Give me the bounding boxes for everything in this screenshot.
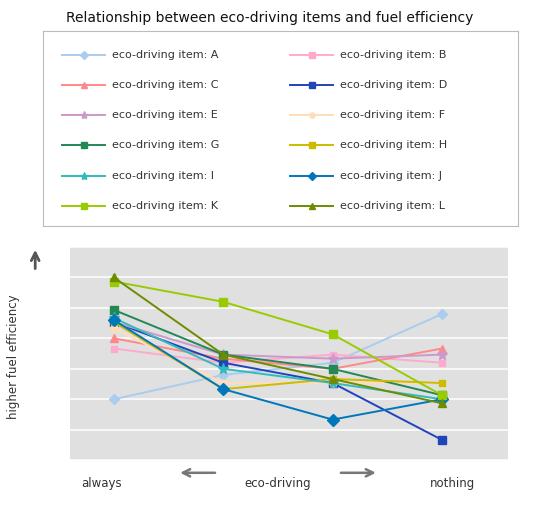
Text: eco-driving item: E: eco-driving item: E [112,110,218,120]
Text: eco-driving item: B: eco-driving item: B [340,49,447,60]
Text: eco-driving item: I: eco-driving item: I [112,171,214,180]
Text: eco-driving item: K: eco-driving item: K [112,201,218,211]
Text: eco-driving item: F: eco-driving item: F [340,110,445,120]
Text: always: always [81,477,122,490]
Text: nothing: nothing [429,477,475,490]
Text: Relationship between eco-driving items and fuel efficiency: Relationship between eco-driving items a… [66,11,474,25]
Text: higher fuel efficiency: higher fuel efficiency [7,294,20,419]
Text: eco-driving item: A: eco-driving item: A [112,49,219,60]
Text: eco-driving item: L: eco-driving item: L [340,201,445,211]
Text: eco-driving item: J: eco-driving item: J [340,171,442,180]
Text: eco-driving item: G: eco-driving item: G [112,140,219,150]
Text: eco-driving item: H: eco-driving item: H [340,140,447,150]
Text: eco-driving item: C: eco-driving item: C [112,80,219,90]
Text: eco-driving: eco-driving [245,477,311,490]
Text: eco-driving item: D: eco-driving item: D [340,80,448,90]
